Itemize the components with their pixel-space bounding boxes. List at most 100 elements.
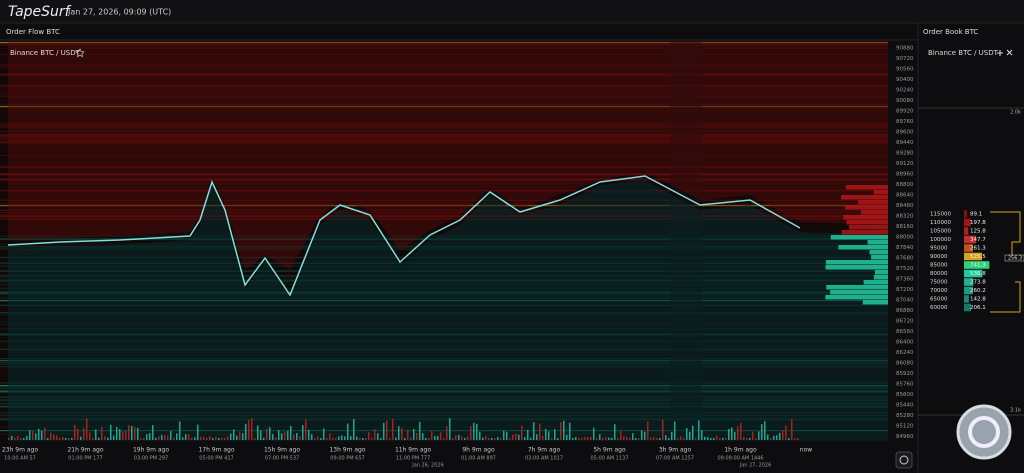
volume-bar (614, 424, 616, 440)
price-label: 89600 (896, 130, 914, 136)
volume-bar (281, 433, 283, 440)
streak (0, 209, 888, 211)
volume-bar (341, 435, 343, 440)
price-label: 89760 (896, 119, 914, 125)
streak (0, 206, 888, 207)
volume-bar (335, 437, 337, 440)
volume-bar (269, 427, 271, 440)
streak (0, 174, 888, 175)
volume-bar (56, 435, 58, 440)
streak (0, 134, 888, 136)
streak (0, 141, 888, 143)
streak (0, 142, 888, 144)
volume-bar (353, 419, 355, 440)
price-label: 88160 (896, 224, 914, 230)
book-size: 89.1 (970, 212, 982, 218)
volume-bar (272, 434, 274, 440)
volume-bar (254, 437, 256, 440)
volume-bar (701, 430, 703, 440)
streak (0, 86, 888, 88)
price-label: 89920 (896, 109, 914, 115)
volume-bar (638, 437, 640, 440)
volume-bar (44, 427, 46, 440)
streak (0, 84, 888, 87)
volume-bar (395, 437, 397, 440)
volume-bar (14, 437, 16, 440)
volume-bar (773, 435, 775, 440)
price-label: 86080 (896, 361, 914, 367)
price-label: 89280 (896, 151, 914, 157)
depth-bar (867, 240, 888, 245)
book-price: 70000 (930, 288, 948, 294)
coin-logo (968, 416, 1000, 448)
market-label[interactable]: Binance BTC / USDT (10, 49, 81, 57)
volume-bar (611, 437, 613, 440)
volume-bar (464, 437, 466, 440)
add-button[interactable] (997, 50, 1003, 56)
volume-bar (38, 428, 40, 440)
market-label[interactable]: Binance BTC / USDT (928, 49, 999, 57)
streak (0, 96, 888, 98)
volume-bar (23, 437, 25, 440)
volume-bar (308, 429, 310, 440)
depth-bar (862, 300, 888, 305)
volume-bar (362, 437, 364, 440)
volume-bar (707, 437, 709, 440)
volume-bar (404, 437, 406, 440)
volume-bar (596, 437, 598, 440)
volume-bar (305, 419, 307, 440)
volume-bar (647, 421, 649, 440)
streak (0, 219, 888, 220)
streak (0, 137, 888, 139)
streak (0, 94, 888, 96)
price-label: 88320 (896, 214, 914, 220)
streak (0, 74, 888, 77)
streak (0, 174, 888, 176)
volume-bar (674, 421, 676, 440)
volume-bar (581, 437, 583, 440)
volume-bar (290, 425, 292, 440)
volume-bars (8, 418, 799, 440)
depth-profile (825, 185, 888, 305)
volume-bar (215, 436, 217, 440)
volume-bar (566, 434, 568, 440)
volume-bar (689, 431, 691, 440)
volume-bar (539, 423, 541, 440)
volume-bar (533, 422, 535, 440)
streak (0, 139, 888, 141)
volume-bar (686, 428, 688, 440)
volume-bar (200, 436, 202, 440)
time-relative: 15h 9m ago (264, 447, 300, 454)
volume-bar (716, 435, 718, 440)
volume-bar (692, 425, 694, 440)
volume-bar (527, 429, 529, 440)
volume-bar (656, 437, 658, 440)
streak (0, 173, 888, 175)
depth-bar (826, 285, 888, 290)
volume-bar (236, 435, 238, 440)
volume-bar (356, 436, 358, 440)
volume-bar (101, 427, 103, 440)
volume-bar (68, 437, 70, 440)
volume-bar (278, 430, 280, 440)
favorite-icon[interactable] (75, 48, 85, 58)
volume-bar (125, 430, 127, 440)
volume-bar (11, 435, 13, 440)
volume-bar (797, 437, 799, 440)
volume-bar (590, 436, 592, 440)
close-button[interactable] (1006, 49, 1013, 56)
refresh-button[interactable] (895, 451, 913, 469)
volume-bar (461, 436, 463, 440)
logo[interactable]: TapeSurf (8, 4, 72, 20)
volume-bar (143, 437, 145, 440)
volume-bar (677, 437, 679, 440)
volume-bar (347, 423, 349, 440)
book-price: 85000 (930, 263, 948, 269)
volume-bar (89, 432, 91, 440)
depth-bar (848, 225, 888, 230)
streak (0, 189, 888, 191)
depth-bar (830, 235, 888, 240)
time-clock: 05:00 PM 417 (199, 456, 233, 462)
volume-bar (764, 421, 766, 440)
volume-bar (725, 437, 727, 440)
